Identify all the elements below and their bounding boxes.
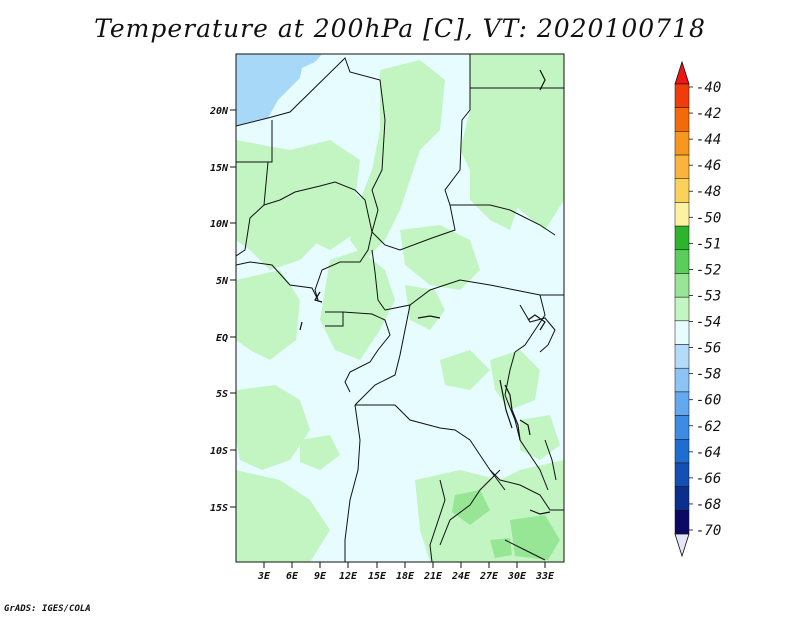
lat-tick-label: 5N bbox=[216, 276, 229, 287]
colorbar-label: -62 bbox=[696, 419, 721, 435]
colorbar-label: -52 bbox=[696, 262, 721, 278]
colorbar-swatch bbox=[674, 178, 690, 203]
colorbar-swatch bbox=[674, 391, 690, 416]
colorbar-label: -70 bbox=[696, 523, 721, 539]
lon-tick-label: 30E bbox=[507, 571, 527, 582]
colorbar-label: -56 bbox=[696, 341, 721, 357]
colorbar-swatch bbox=[674, 83, 690, 108]
colorbar-swatch bbox=[674, 225, 690, 251]
colorbar-label: -54 bbox=[696, 315, 721, 331]
colorbar-label: -50 bbox=[696, 210, 721, 226]
colorbar-swatch bbox=[674, 273, 690, 298]
lat-tick-label: EQ bbox=[216, 333, 228, 344]
lon-tick-label: 27E bbox=[479, 571, 499, 582]
lakes-and-coast-details bbox=[299, 69, 551, 515]
lon-tick-label: 18E bbox=[396, 571, 415, 582]
lon-tick-label: 12E bbox=[339, 571, 358, 582]
country-borders bbox=[236, 54, 564, 562]
credit-text: GrADS: IGES/COLA bbox=[4, 604, 91, 614]
colorbar-label: -58 bbox=[696, 367, 721, 383]
colorbar-swatch bbox=[674, 415, 690, 440]
map-frame bbox=[235, 53, 565, 563]
lon-tick-label: 24E bbox=[451, 571, 471, 582]
colorbar-label: -44 bbox=[696, 132, 721, 148]
colorbar-swatch bbox=[674, 462, 690, 487]
lon-tick-label: 21E bbox=[423, 571, 443, 582]
lat-axis: 20N 15N 10N 5N EQ 5S 10S 15S bbox=[209, 106, 236, 514]
colorbar-swatch bbox=[674, 107, 690, 132]
colorbar-swatch bbox=[674, 296, 690, 322]
colorbar-label: -66 bbox=[696, 471, 721, 487]
colorbar-label: -64 bbox=[696, 445, 721, 461]
colorbar-label: -53 bbox=[696, 288, 721, 304]
colorbar-label: -46 bbox=[696, 158, 721, 174]
lon-tick-label: 15E bbox=[368, 571, 387, 582]
lat-tick-label: 5S bbox=[216, 389, 228, 400]
colorbar-label: -40 bbox=[696, 80, 721, 96]
colorbar-top-arrow bbox=[674, 60, 690, 85]
lon-tick-label: 33E bbox=[535, 571, 555, 582]
colorbar-label: -51 bbox=[696, 236, 721, 252]
colorbar-label: -60 bbox=[696, 393, 721, 409]
lon-axis: 3E 6E 9E 12E 15E 18E 21E 24E 27E 30E 33E bbox=[257, 562, 555, 582]
colorbar-swatch bbox=[674, 439, 690, 464]
lat-tick-label: 15N bbox=[210, 163, 229, 174]
colorbar-label: -68 bbox=[696, 497, 721, 513]
colorbar-swatch bbox=[674, 131, 690, 156]
colorbar-label: -42 bbox=[696, 106, 721, 122]
colorbar-swatch bbox=[674, 344, 690, 369]
lat-tick-label: 10S bbox=[210, 446, 228, 457]
colorbar-swatch bbox=[674, 367, 690, 393]
colorbar-swatch bbox=[674, 486, 690, 511]
colorbar-bottom-arrow bbox=[674, 533, 690, 558]
colorbar-swatch bbox=[674, 154, 690, 179]
lat-tick-label: 10N bbox=[210, 219, 229, 230]
lon-tick-label: 9E bbox=[314, 571, 327, 582]
colorbar-swatch bbox=[674, 202, 690, 227]
colorbar-swatch bbox=[674, 510, 690, 535]
lat-tick-label: 20N bbox=[209, 106, 229, 117]
colorbar: -40 -42 -44 -46 -48 -50 -51 -52 -53 -54 -56 -58 -60 -… bbox=[674, 60, 721, 558]
lon-tick-label: 3E bbox=[257, 571, 271, 582]
lat-tick-label: 15S bbox=[210, 503, 228, 514]
field-patch-cold-nw bbox=[236, 54, 322, 126]
lon-tick-label: 6E bbox=[286, 571, 299, 582]
colorbar-swatch bbox=[674, 249, 690, 274]
chart-title: Temperature at 200hPa [C], VT: 202010071… bbox=[94, 14, 706, 43]
colorbar-label: -48 bbox=[696, 184, 721, 200]
colorbar-swatch bbox=[674, 320, 690, 345]
